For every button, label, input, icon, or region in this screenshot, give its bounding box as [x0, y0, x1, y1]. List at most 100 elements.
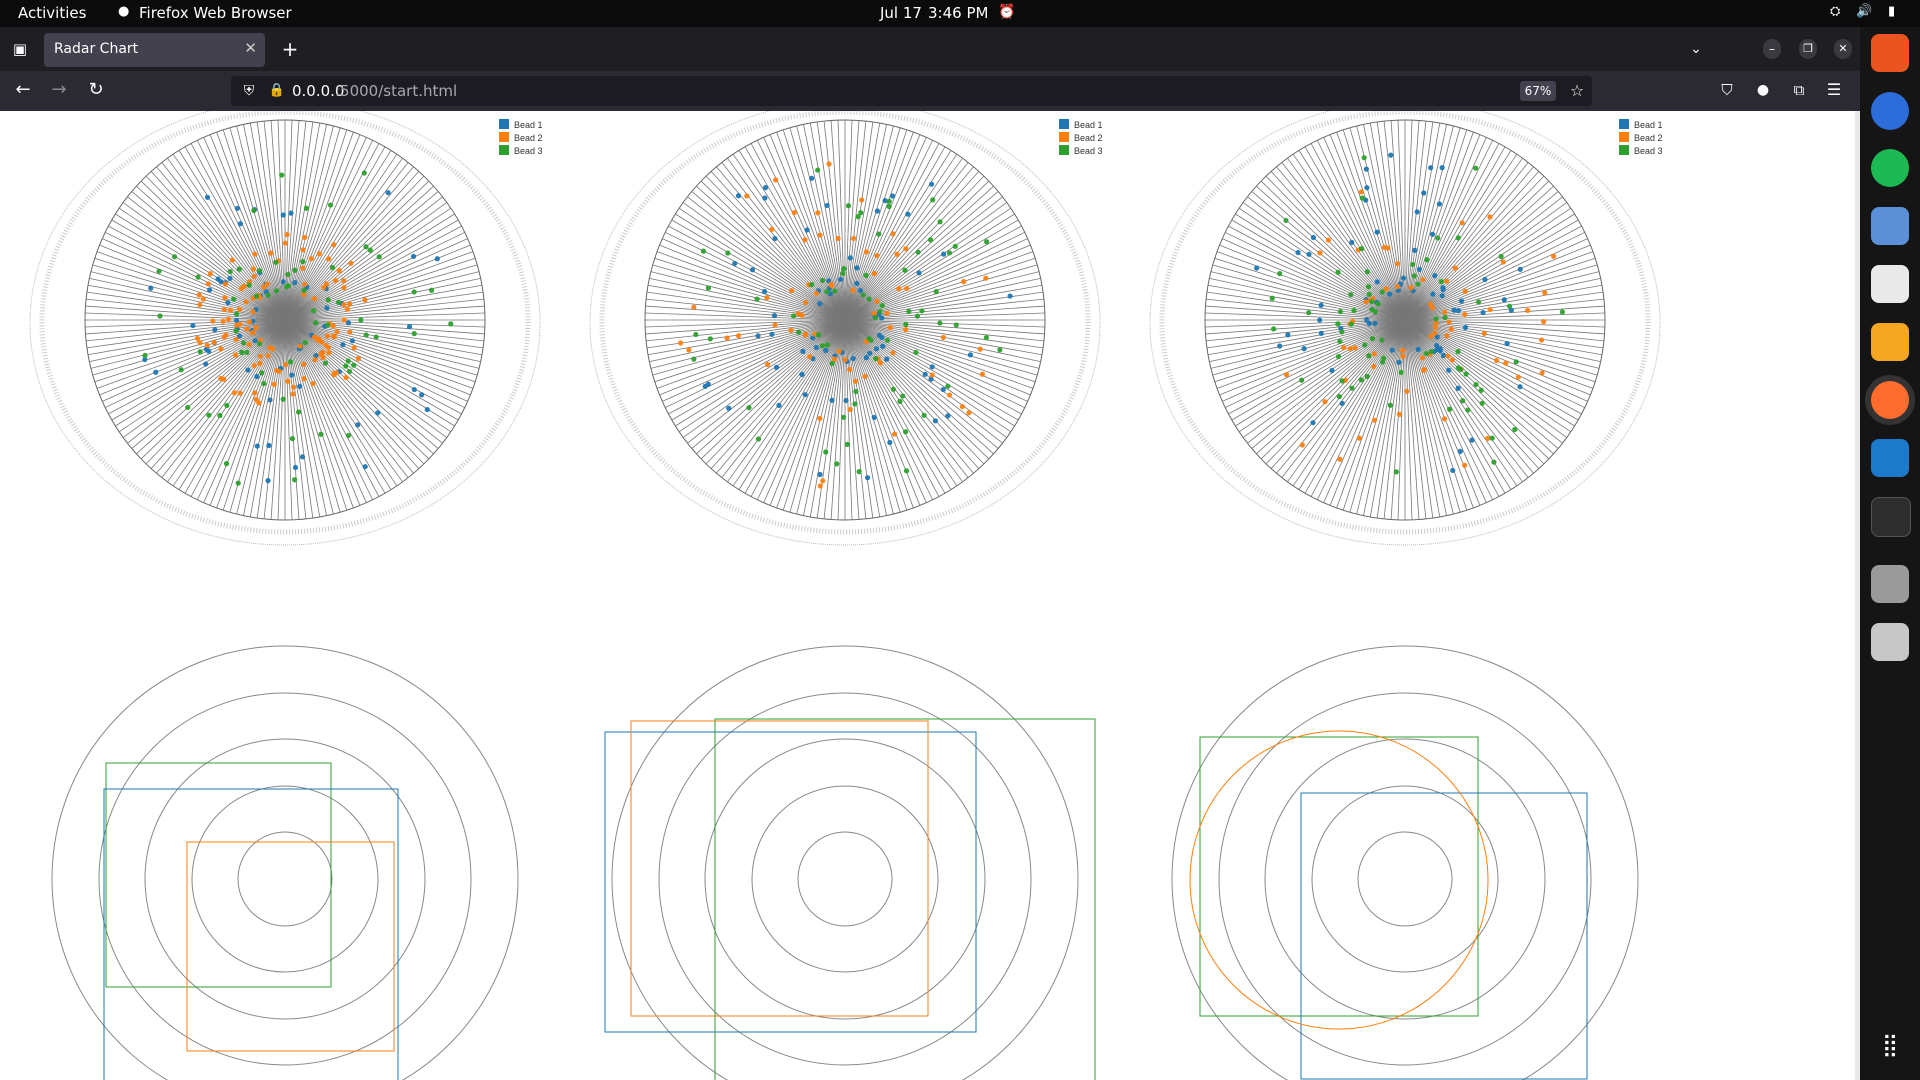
lock-icon[interactable]: 🔒 [268, 83, 286, 98]
bead-point [206, 412, 212, 418]
bead-point [292, 464, 299, 471]
spoke-line [284, 319, 484, 349]
spoke-line [844, 219, 1019, 321]
spoke-line [844, 244, 1031, 321]
trash-icon[interactable] [1871, 623, 1909, 661]
bead-point [761, 288, 768, 295]
page-scrollbar[interactable] [1855, 111, 1860, 1080]
spoke-line [284, 319, 443, 444]
forward-icon[interactable]: → [51, 79, 67, 100]
bead-point [1484, 435, 1491, 442]
bead-point [142, 356, 148, 363]
bead-point [921, 412, 927, 418]
pocket-icon[interactable]: ⛉ [1721, 81, 1733, 99]
extensions-icon[interactable]: ⧉ [1793, 81, 1805, 99]
spotify-icon[interactable] [1871, 149, 1909, 187]
spoke-line [229, 319, 286, 513]
terminal-icon[interactable] [1871, 497, 1911, 537]
account-icon[interactable]: ● [1756, 82, 1770, 98]
bead-point [345, 432, 352, 439]
spoke-line [844, 319, 1031, 396]
ssd-drive-icon[interactable] [1871, 565, 1909, 603]
volume-icon[interactable]: 🔊 [1856, 4, 1873, 19]
restore-icon[interactable]: ❐ [1799, 39, 1817, 59]
bead-point [1473, 381, 1479, 388]
bead-point [221, 376, 227, 382]
concentric-ring [1311, 785, 1499, 973]
calculator-icon[interactable] [1871, 323, 1909, 361]
spoke-line [844, 319, 980, 469]
close-window-icon[interactable]: ✕ [1834, 39, 1852, 59]
reload-icon[interactable]: ↻ [88, 79, 104, 100]
spoke-line [89, 319, 286, 362]
date-label[interactable]: Jul 17 [880, 4, 922, 22]
battery-icon[interactable]: ▮ [1888, 4, 1896, 19]
spoke-line [284, 125, 334, 321]
spoke-line [1404, 131, 1474, 321]
sudoku-icon[interactable] [1871, 265, 1909, 303]
back-icon[interactable]: ← [15, 79, 31, 100]
url-bar[interactable]: ⛨ 🔒 0.0.0.0 :5000/start.html 67% ☆ [231, 76, 1592, 106]
bead-point [847, 406, 853, 413]
bead-point [1428, 333, 1434, 339]
bead-point [227, 275, 233, 281]
vscode-icon[interactable] [1871, 439, 1909, 477]
radar-outer-ring [84, 119, 486, 521]
spoke-line [1222, 319, 1406, 402]
bead-point [903, 429, 909, 435]
bead-point [300, 247, 306, 253]
new-tab-icon[interactable]: + [281, 37, 299, 61]
activities-button[interactable]: Activities [18, 4, 87, 22]
menu-icon[interactable]: ☰ [1826, 80, 1842, 99]
bead-point [813, 290, 819, 296]
spoke-line [844, 319, 908, 511]
tab-list-icon[interactable]: ▣ [12, 40, 28, 58]
close-tab-icon[interactable]: ✕ [244, 39, 257, 57]
bead-point [419, 392, 425, 398]
tab-radar-chart[interactable]: Radar Chart ✕ [44, 33, 265, 67]
bead-point [1449, 357, 1455, 363]
app-center-icon[interactable] [1871, 34, 1909, 72]
bead-point [945, 383, 951, 389]
shield-icon[interactable]: ⛨ [243, 83, 255, 99]
app-menu[interactable]: Firefox Web Browser [139, 4, 292, 22]
spoke-line [156, 166, 286, 321]
spoke-line [111, 319, 286, 421]
bookmark-star-icon[interactable]: ☆ [1569, 81, 1585, 100]
spoke-line [1397, 120, 1406, 321]
bead-point [1364, 317, 1370, 323]
bead-point [292, 267, 298, 273]
bead-point [815, 167, 821, 173]
files-icon[interactable] [1871, 207, 1909, 245]
bead-point [853, 388, 859, 395]
spoke-line [1292, 153, 1406, 321]
bead-point [406, 324, 413, 330]
spoke-line [844, 319, 963, 483]
show-apps-icon[interactable]: ⣿ [1881, 1033, 1899, 1058]
network-icon[interactable]: ⛭ [1830, 4, 1841, 19]
bead-point [691, 356, 697, 362]
time-label[interactable]: 3:46 PM [928, 4, 989, 22]
chevron-down-icon[interactable]: ⌄ [1690, 41, 1702, 57]
bead-point [1436, 201, 1443, 207]
spoke-line [844, 319, 974, 474]
bead-point [266, 442, 272, 449]
firefox-dock-icon[interactable] [1871, 381, 1909, 419]
spoke-line [105, 319, 286, 409]
spoke-line [284, 319, 439, 449]
bead-point [327, 202, 334, 208]
bead-point [300, 258, 306, 265]
bead-point [803, 299, 809, 306]
bead-point [871, 270, 877, 277]
bead-point [331, 242, 337, 248]
help-icon[interactable] [1871, 92, 1909, 130]
bead-point [1465, 407, 1471, 413]
bead-point [257, 353, 263, 359]
bead-point [312, 357, 318, 363]
bead-point [826, 161, 832, 167]
minimize-icon[interactable]: – [1763, 39, 1781, 59]
spoke-line [87, 319, 286, 356]
bead-point [1295, 249, 1301, 256]
zoom-level-button[interactable]: 67% [1520, 81, 1556, 101]
legend-3: Bead 1 Bead 2 Bead 3 [1619, 119, 1663, 158]
